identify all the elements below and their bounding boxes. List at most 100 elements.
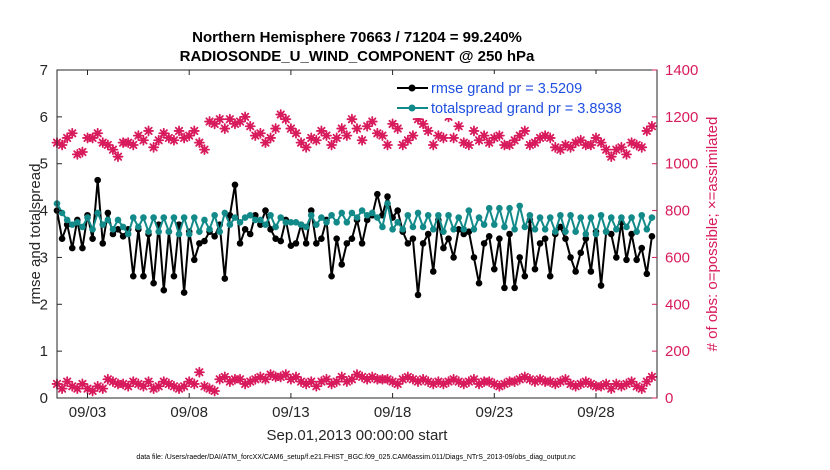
totalspread-point bbox=[211, 211, 218, 219]
obs-marker-core bbox=[303, 144, 309, 150]
totalspread-point bbox=[607, 214, 615, 221]
totalspread-point bbox=[368, 209, 376, 217]
obs-possible-marker bbox=[270, 123, 282, 134]
totalspread-point bbox=[526, 211, 534, 219]
rmse-point bbox=[460, 230, 468, 238]
obs-marker-core bbox=[481, 133, 487, 139]
rmse-point bbox=[241, 226, 249, 233]
rmse-point bbox=[506, 230, 513, 238]
obs-marker-core bbox=[618, 144, 625, 150]
obs-marker-core bbox=[313, 137, 319, 143]
totalspread-point bbox=[145, 228, 152, 235]
rmse-point bbox=[236, 240, 244, 247]
totalspread-point bbox=[58, 209, 66, 217]
totalspread-point bbox=[506, 204, 513, 212]
totalspread-point bbox=[546, 214, 554, 221]
obs-possible-marker bbox=[92, 127, 104, 139]
totalspread-point bbox=[257, 216, 264, 224]
rmse-point bbox=[633, 256, 640, 264]
totalspread-point bbox=[424, 211, 432, 219]
rmse-point bbox=[501, 284, 508, 292]
rmse-point bbox=[267, 226, 274, 233]
obs-possible-marker bbox=[290, 127, 302, 139]
rmse-point bbox=[262, 207, 269, 214]
obs-possible-marker bbox=[193, 137, 205, 149]
rmse-point bbox=[150, 279, 157, 287]
rmse-point bbox=[328, 272, 335, 280]
obs-marker-core bbox=[283, 116, 289, 122]
rmse-point bbox=[63, 221, 71, 228]
rmse-point bbox=[521, 272, 529, 280]
x-tick-label: 09/23 bbox=[476, 404, 514, 421]
y-axis-label: rmse and totalspread bbox=[27, 164, 44, 305]
obs-marker-core bbox=[156, 137, 162, 143]
obs-marker-core bbox=[354, 125, 360, 132]
chart-title: Northern Hemisphere 70663 / 71204 = 99.2… bbox=[192, 29, 522, 46]
obs-marker-core bbox=[273, 125, 279, 132]
obs-marker-core bbox=[384, 142, 391, 148]
obs-assimilated-marker bbox=[239, 378, 251, 390]
rmse-point bbox=[292, 240, 300, 247]
totalspread-point bbox=[552, 228, 559, 235]
obs-possible-marker bbox=[112, 151, 124, 163]
obs-possible-marker bbox=[244, 120, 256, 132]
obs-possible-marker bbox=[438, 132, 449, 144]
obs-marker-core bbox=[145, 128, 152, 134]
series-layer bbox=[53, 176, 656, 299]
obs-possible-marker bbox=[346, 113, 358, 125]
totalspread-point bbox=[287, 218, 295, 226]
obs-possible-marker bbox=[585, 139, 597, 151]
totalspread-point bbox=[648, 214, 656, 221]
obs-marker-core bbox=[212, 388, 218, 394]
totalspread-point bbox=[643, 226, 651, 233]
rmse-point bbox=[160, 286, 168, 294]
rmse-point bbox=[363, 216, 371, 224]
rmse-point bbox=[409, 235, 417, 242]
obs-marker-core bbox=[451, 135, 457, 141]
obs-possible-marker bbox=[138, 134, 149, 146]
totalspread-point bbox=[267, 211, 274, 219]
obs-marker-core bbox=[440, 135, 447, 141]
obs-marker-core bbox=[95, 130, 101, 136]
y2-tick-label: 400 bbox=[665, 296, 690, 313]
rmse-point bbox=[404, 240, 412, 247]
legend: rmse grand pr = 3.5209 totalspread grand… bbox=[394, 74, 649, 118]
obs-possible-marker bbox=[519, 125, 531, 137]
totalspread-point bbox=[246, 211, 254, 219]
totalspread-point bbox=[68, 221, 76, 228]
rmse-point bbox=[582, 235, 590, 242]
totalspread-point bbox=[460, 226, 468, 233]
rmse-point bbox=[374, 190, 381, 198]
totalspread-point bbox=[160, 214, 168, 221]
rmse-point bbox=[541, 235, 549, 242]
obs-marker-core bbox=[59, 142, 65, 148]
obs-marker-core bbox=[115, 154, 121, 160]
rmse-point bbox=[348, 235, 356, 242]
rmse-point bbox=[490, 265, 498, 273]
rmse-point bbox=[338, 261, 346, 268]
obs-possible-marker bbox=[239, 111, 251, 123]
y2-tick-label: 1200 bbox=[665, 109, 698, 126]
totalspread-point bbox=[536, 214, 544, 221]
obs-possible-marker bbox=[127, 139, 139, 151]
rmse-point bbox=[246, 230, 254, 238]
obs-possible-marker bbox=[321, 130, 332, 142]
y-tick-label: 0 bbox=[40, 390, 48, 407]
totalspread-point bbox=[592, 230, 600, 238]
totalspread-point bbox=[165, 228, 173, 235]
rmse-point bbox=[302, 240, 310, 247]
obs-possible-marker bbox=[392, 123, 404, 134]
obs-marker-core bbox=[471, 128, 477, 134]
rmse-point bbox=[343, 240, 351, 247]
totalspread-point bbox=[440, 228, 447, 235]
totalspread-point bbox=[480, 221, 488, 228]
rmse-point bbox=[546, 272, 554, 280]
rmse-point bbox=[536, 240, 544, 247]
totalspread-point bbox=[206, 226, 213, 233]
totalspread-point bbox=[343, 218, 351, 226]
totalspread-point bbox=[94, 209, 101, 217]
totalspread-point bbox=[241, 214, 249, 221]
obs-marker-core bbox=[100, 386, 106, 392]
totalspread-point bbox=[170, 214, 178, 221]
obs-possible-marker bbox=[331, 132, 343, 144]
